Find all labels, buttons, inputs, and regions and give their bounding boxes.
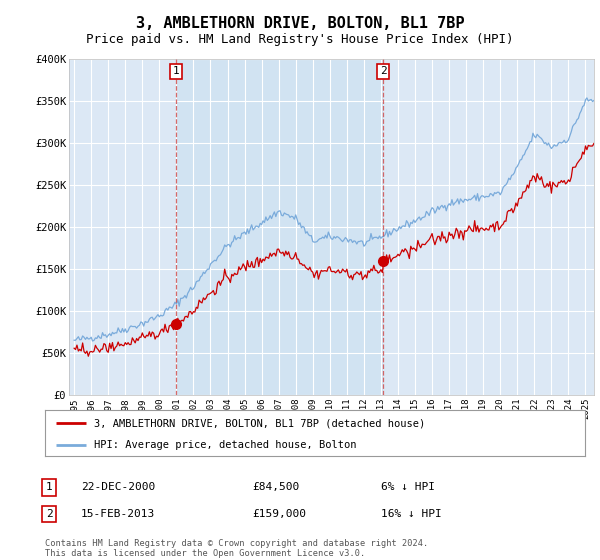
Text: HPI: Average price, detached house, Bolton: HPI: Average price, detached house, Bolt… bbox=[94, 440, 356, 450]
Text: 1: 1 bbox=[172, 67, 179, 76]
Text: 3, AMBLETHORN DRIVE, BOLTON, BL1 7BP (detached house): 3, AMBLETHORN DRIVE, BOLTON, BL1 7BP (de… bbox=[94, 418, 425, 428]
Text: 3, AMBLETHORN DRIVE, BOLTON, BL1 7BP: 3, AMBLETHORN DRIVE, BOLTON, BL1 7BP bbox=[136, 16, 464, 31]
Text: 1: 1 bbox=[46, 482, 53, 492]
Bar bbox=[176, 59, 383, 395]
Text: 2: 2 bbox=[380, 67, 386, 76]
Text: £84,500: £84,500 bbox=[252, 482, 299, 492]
Text: Price paid vs. HM Land Registry's House Price Index (HPI): Price paid vs. HM Land Registry's House … bbox=[86, 32, 514, 46]
Text: 2: 2 bbox=[46, 509, 53, 519]
Text: 22-DEC-2000: 22-DEC-2000 bbox=[81, 482, 155, 492]
Text: 6% ↓ HPI: 6% ↓ HPI bbox=[381, 482, 435, 492]
Text: £159,000: £159,000 bbox=[252, 509, 306, 519]
Text: 16% ↓ HPI: 16% ↓ HPI bbox=[381, 509, 442, 519]
Text: 15-FEB-2013: 15-FEB-2013 bbox=[81, 509, 155, 519]
Text: Contains HM Land Registry data © Crown copyright and database right 2024.
This d: Contains HM Land Registry data © Crown c… bbox=[45, 539, 428, 558]
